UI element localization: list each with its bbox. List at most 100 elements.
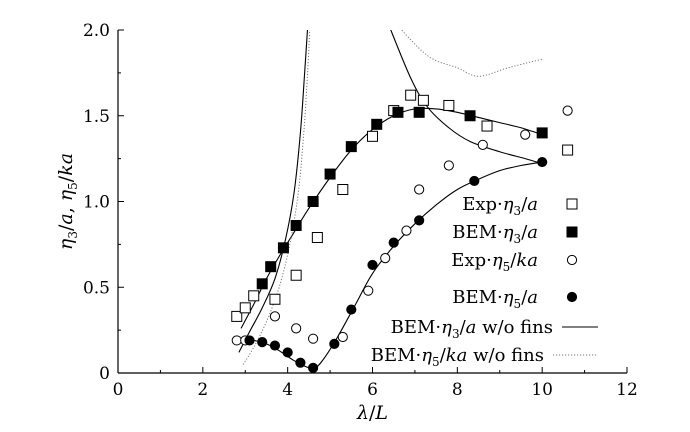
data-point-s3-6	[329, 338, 340, 349]
legend-label-0-part: /	[521, 194, 528, 215]
legend-label-3-part: /	[521, 287, 528, 308]
legend-label-5: BEM·η5​/ka w/o fins	[371, 345, 544, 369]
data-point-s3-12	[537, 156, 548, 168]
legend-label-4-part: w/o fins	[476, 317, 553, 338]
legend-label-0-part: Exp·	[462, 194, 503, 215]
data-point-s2-9	[414, 184, 425, 195]
legend-label-2-sub: 5	[503, 260, 511, 274]
data-point-s1-1	[265, 261, 277, 273]
data-point-s2-7	[380, 252, 391, 264]
series-line-9	[400, 30, 543, 77]
series-line-6	[238, 30, 309, 353]
data-point-s3-8	[367, 259, 378, 271]
legend-label-4-sub: 3	[452, 327, 460, 341]
legend-label-3-part: BEM·	[452, 287, 503, 308]
data-point-s0-6	[337, 183, 349, 195]
data-point-s0-12	[481, 120, 493, 132]
data-point-s2-11	[477, 139, 488, 151]
x-tick-label: 10	[531, 380, 553, 400]
legend-label-5-part: BEM·	[371, 345, 422, 366]
data-point-s0-4	[290, 269, 302, 281]
data-point-s3-11	[469, 175, 480, 187]
legend-marker-1	[566, 226, 578, 238]
legend-marker-2	[566, 254, 578, 266]
x-axis-label: λ/L	[356, 402, 388, 424]
data-point-s1-9	[413, 106, 425, 118]
legend-marker-3	[566, 291, 578, 303]
y-tick-label: 0.5	[83, 278, 110, 298]
legend-label-2: Exp·η5​/ka	[451, 250, 538, 274]
data-point-s0-2	[248, 290, 260, 302]
legend-marker-0	[566, 198, 578, 210]
data-point-s1-4	[307, 196, 319, 207]
data-point-s3-9	[388, 237, 399, 248]
legend-label-0-part: η	[503, 194, 514, 215]
legend-label-1: BEM·η3​/a	[452, 222, 538, 246]
legend: Exp·η3​/aBEM·η3​/aExp·η5​/kaBEM·η5​/aBEM…	[371, 194, 598, 369]
data-point-s3-5	[308, 362, 319, 373]
legend-label-5-part: ka	[446, 345, 468, 366]
legend-label-3: BEM·η5​/a	[452, 287, 538, 311]
legend-label-5-sub: 5	[432, 355, 440, 369]
data-point-s2-0	[231, 335, 242, 346]
y-axis-label: η3​/a, η5​/ka	[55, 153, 80, 250]
x-axis-label-part: λ	[356, 402, 369, 424]
legend-label-4-part: η	[441, 317, 452, 338]
data-point-s0-13	[562, 144, 574, 156]
legend-label-2-part: /	[510, 250, 517, 271]
legend-label-3-sub: 5	[514, 297, 522, 311]
y-axis-label-part: a	[55, 213, 77, 224]
data-point-s3-7	[346, 304, 357, 315]
legend-label-1-sub: 3	[514, 232, 522, 246]
data-point-s3-0	[244, 335, 255, 346]
data-point-s2-6	[363, 285, 374, 296]
data-point-s1-3	[290, 220, 302, 232]
data-point-s2-13	[562, 105, 573, 116]
legend-label-5-part: w/o fins	[467, 345, 544, 366]
x-axis-label-part: /	[369, 402, 376, 424]
y-axis-label-part: /	[55, 175, 77, 182]
series-line-8	[242, 30, 311, 365]
data-point-s2-4	[308, 333, 319, 344]
data-point-s2-5	[337, 331, 348, 343]
data-point-s3-4	[295, 357, 306, 368]
data-point-s2-3	[291, 323, 302, 334]
legend-label-4: BEM·η3​/a w/o fins	[391, 317, 553, 341]
y-tick-label: 2.0	[83, 21, 110, 41]
legend-label-3-part: η	[503, 287, 514, 308]
legend-label-2-part: ka	[516, 250, 538, 271]
data-point-s1-7	[371, 118, 383, 130]
y-axis-label-part: ka	[55, 153, 77, 176]
y-tick-label: 1.5	[83, 107, 110, 127]
data-point-s0-10	[417, 94, 429, 106]
series-line-7	[390, 30, 543, 165]
x-tick-label: 6	[367, 380, 378, 400]
y-axis-label-part: ,	[55, 201, 77, 213]
data-point-s2-8	[401, 225, 412, 236]
legend-label-5-part: η	[421, 345, 432, 366]
y-axis-label-part: η	[55, 238, 77, 250]
x-tick-label: 8	[452, 380, 463, 400]
y-axis-label-part: /	[55, 224, 77, 231]
y-axis-label-sub: 3	[66, 231, 80, 239]
data-point-s0-5	[311, 232, 323, 244]
legend-label-1-part: /	[521, 222, 528, 243]
legend-label-1-part: a	[527, 222, 538, 243]
data-point-s1-2	[277, 242, 289, 254]
data-point-s1-6	[345, 141, 357, 153]
x-tick-label: 2	[197, 380, 208, 400]
data-point-s3-10	[414, 215, 425, 226]
legend-label-5-part: /	[440, 345, 447, 366]
data-point-s2-2	[269, 311, 281, 322]
data-point-s0-3	[269, 293, 281, 305]
y-axis-label-part: η	[55, 189, 77, 201]
y-tick-label: 1.0	[83, 193, 110, 213]
legend-label-0-sub: 3	[514, 204, 522, 218]
data-point-s0-1	[239, 302, 251, 314]
legend-label-0: Exp·η3​/a	[462, 194, 538, 218]
data-point-s3-2	[269, 340, 281, 351]
data-point-s1-10	[464, 110, 476, 122]
data-point-s1-5	[324, 168, 336, 180]
